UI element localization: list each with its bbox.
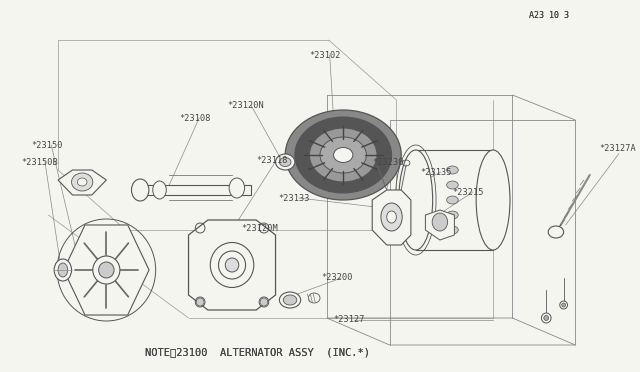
Text: *23200: *23200 xyxy=(321,273,353,282)
Ellipse shape xyxy=(320,137,367,173)
Polygon shape xyxy=(426,210,454,240)
Text: *23127A: *23127A xyxy=(600,144,636,153)
Ellipse shape xyxy=(447,181,458,189)
Ellipse shape xyxy=(58,263,68,277)
Text: *23108: *23108 xyxy=(179,113,211,122)
Ellipse shape xyxy=(309,128,377,182)
Ellipse shape xyxy=(54,259,72,281)
Ellipse shape xyxy=(476,150,510,250)
Text: *23127: *23127 xyxy=(333,315,365,324)
Ellipse shape xyxy=(284,295,297,305)
Polygon shape xyxy=(63,225,149,315)
Ellipse shape xyxy=(99,262,114,278)
Ellipse shape xyxy=(381,203,402,231)
Ellipse shape xyxy=(447,166,458,174)
Circle shape xyxy=(562,303,566,307)
Ellipse shape xyxy=(225,258,239,272)
Ellipse shape xyxy=(447,211,458,219)
Ellipse shape xyxy=(333,148,353,163)
Ellipse shape xyxy=(308,293,320,303)
Text: *23102: *23102 xyxy=(309,51,341,60)
Circle shape xyxy=(544,315,548,321)
Polygon shape xyxy=(135,185,252,195)
Circle shape xyxy=(196,298,204,306)
Ellipse shape xyxy=(276,154,295,170)
Text: NOTE㈻23100  ALTERNATOR ASSY  (INC.*): NOTE㈻23100 ALTERNATOR ASSY (INC.*) xyxy=(145,347,370,357)
Text: *23135: *23135 xyxy=(420,167,452,176)
Ellipse shape xyxy=(432,213,447,231)
Ellipse shape xyxy=(447,196,458,204)
Text: *23118: *23118 xyxy=(256,155,288,164)
Ellipse shape xyxy=(387,211,396,223)
Text: *23150B: *23150B xyxy=(21,157,58,167)
Ellipse shape xyxy=(211,243,254,288)
Circle shape xyxy=(260,298,268,306)
Polygon shape xyxy=(372,190,411,245)
Text: *23215: *23215 xyxy=(452,187,484,196)
Circle shape xyxy=(541,313,551,323)
Text: *23150: *23150 xyxy=(31,141,63,150)
Circle shape xyxy=(560,301,568,309)
Ellipse shape xyxy=(280,292,301,308)
Text: NOTE㈻23100  ALTERNATOR ASSY  (INC.*): NOTE㈻23100 ALTERNATOR ASSY (INC.*) xyxy=(145,347,370,357)
Ellipse shape xyxy=(447,226,458,234)
Ellipse shape xyxy=(548,226,564,238)
Text: *23230: *23230 xyxy=(372,157,404,167)
Ellipse shape xyxy=(285,110,401,200)
Polygon shape xyxy=(189,220,276,310)
Ellipse shape xyxy=(218,251,246,279)
Ellipse shape xyxy=(295,117,392,193)
Ellipse shape xyxy=(72,173,93,191)
Ellipse shape xyxy=(229,178,244,198)
Polygon shape xyxy=(58,170,106,195)
Text: *23133: *23133 xyxy=(278,193,310,202)
Text: A23 10 3: A23 10 3 xyxy=(529,10,569,19)
Ellipse shape xyxy=(93,256,120,284)
Ellipse shape xyxy=(77,178,87,186)
Ellipse shape xyxy=(280,157,291,167)
Text: A23 10 3: A23 10 3 xyxy=(529,10,569,19)
Ellipse shape xyxy=(153,181,166,199)
Text: *23120N: *23120N xyxy=(227,100,264,109)
Ellipse shape xyxy=(399,150,433,250)
Ellipse shape xyxy=(131,179,149,201)
Text: *23120M: *23120M xyxy=(242,224,278,232)
